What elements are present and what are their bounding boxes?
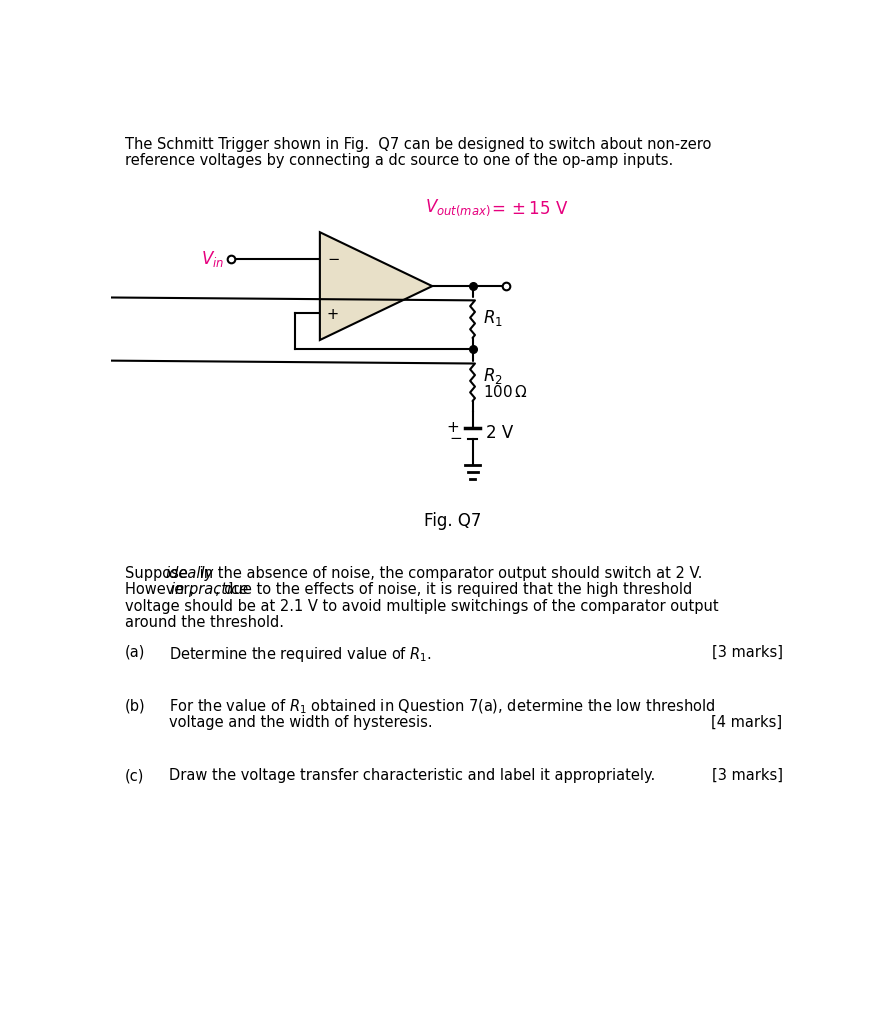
Text: The Schmitt Trigger shown in Fig.  Q7 can be designed to switch about non-zero: The Schmitt Trigger shown in Fig. Q7 can… — [125, 137, 711, 152]
Text: [3 marks]: [3 marks] — [712, 768, 782, 783]
Text: However,: However, — [125, 583, 198, 597]
Text: voltage should be at 2.1 V to avoid multiple switchings of the comparator output: voltage should be at 2.1 V to avoid mult… — [125, 599, 719, 613]
Text: [4 marks]: [4 marks] — [712, 715, 782, 730]
Text: For the value of $R_1$ obtained in Question 7(a), determine the low threshold: For the value of $R_1$ obtained in Quest… — [169, 698, 715, 717]
Text: +: + — [327, 307, 339, 323]
Text: reference voltages by connecting a dc source to one of the op-amp inputs.: reference voltages by connecting a dc so… — [125, 154, 673, 168]
Text: −: − — [449, 431, 462, 446]
Text: Fig. Q7: Fig. Q7 — [425, 512, 481, 530]
Text: $V_{in}$: $V_{in}$ — [202, 249, 225, 269]
Text: voltage and the width of hysteresis.: voltage and the width of hysteresis. — [169, 715, 433, 730]
Text: $R_2$: $R_2$ — [483, 367, 504, 386]
Text: , due to the effects of noise, it is required that the high threshold: , due to the effects of noise, it is req… — [215, 583, 692, 597]
Text: −: − — [327, 252, 339, 266]
Text: in practice: in practice — [171, 583, 248, 597]
Text: ideally: ideally — [165, 565, 213, 581]
Text: $V_{out(max)}$: $V_{out(max)}$ — [425, 198, 490, 218]
Text: Draw the voltage transfer characteristic and label it appropriately.: Draw the voltage transfer characteristic… — [169, 768, 655, 783]
Text: (a): (a) — [125, 644, 145, 659]
Polygon shape — [319, 232, 432, 340]
Text: +: + — [446, 420, 459, 435]
Text: 2 V: 2 V — [486, 424, 513, 442]
Text: [3 marks]: [3 marks] — [712, 644, 782, 659]
Text: around the threshold.: around the threshold. — [125, 615, 283, 631]
Text: $= \pm 15\ \mathrm{V}$: $= \pm 15\ \mathrm{V}$ — [488, 201, 569, 218]
Text: (b): (b) — [125, 698, 145, 713]
Text: in the absence of noise, the comparator output should switch at 2 V.: in the absence of noise, the comparator … — [195, 565, 703, 581]
Text: Suppose: Suppose — [125, 565, 192, 581]
Text: Determine the required value of $R_1$.: Determine the required value of $R_1$. — [169, 644, 432, 664]
Text: $R_1$: $R_1$ — [483, 307, 504, 328]
Text: (c): (c) — [125, 768, 144, 783]
Text: $100\,\Omega$: $100\,\Omega$ — [483, 384, 528, 399]
